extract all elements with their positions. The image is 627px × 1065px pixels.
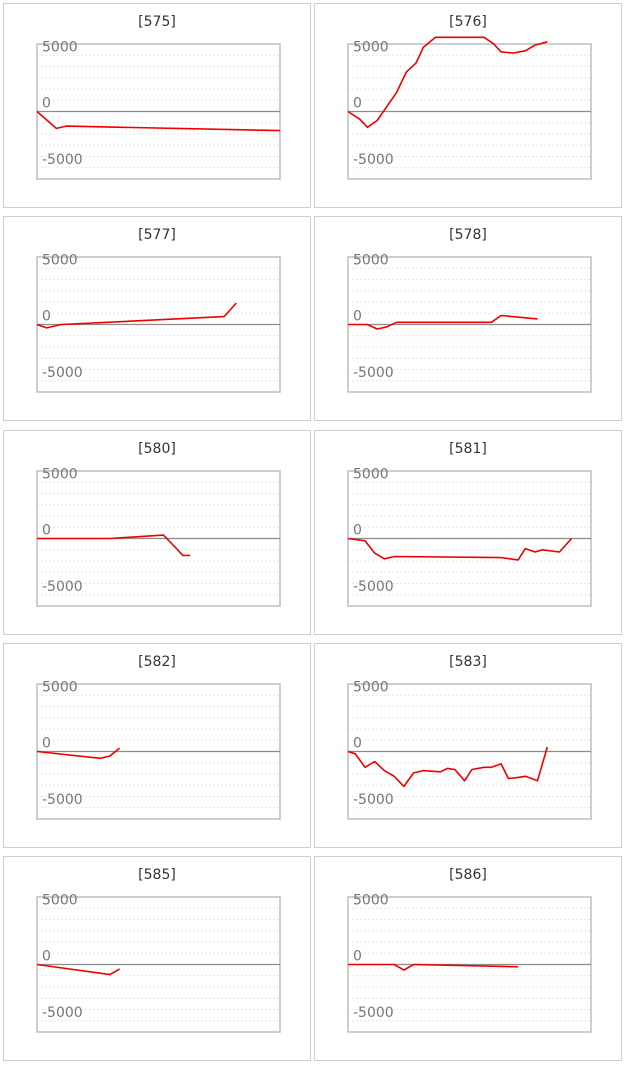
y-tick-label: 5000: [353, 253, 389, 269]
y-tick-label: 0: [353, 309, 362, 325]
chart-panel: [578] 5000 0 -5000: [314, 216, 622, 422]
chart-panel: [583] 5000 0 -5000: [314, 642, 622, 848]
chart-title: [577]: [138, 227, 176, 244]
series-line: [37, 533, 191, 556]
y-tick-label: 0: [353, 949, 362, 965]
y-tick-label: 5000: [42, 39, 78, 55]
y-tick-label: 5000: [42, 892, 78, 908]
y-tick-label: 5000: [42, 679, 78, 695]
y-tick-label: 0: [42, 96, 51, 112]
y-tick-label: 5000: [353, 466, 389, 482]
chart-panel: [586] 5000 0 -5000: [314, 856, 622, 1062]
chart-title: [580]: [138, 440, 176, 457]
chart-plot: 5000 0 -5000: [36, 466, 281, 607]
y-tick-label: 0: [353, 735, 362, 751]
y-tick-label: -5000: [353, 152, 394, 168]
chart-plot: 5000 0 -5000: [347, 679, 592, 820]
y-tick-label: -5000: [353, 792, 394, 808]
series-line: [36, 963, 120, 976]
series-line: [347, 36, 548, 129]
y-tick-label: -5000: [42, 365, 83, 381]
series-line: [36, 747, 121, 759]
chart-title: [576]: [449, 14, 487, 30]
chart-plot: 5000 0 -5000: [347, 892, 592, 1033]
chart-plot: 5000 0 -5000: [36, 892, 281, 1033]
chart-plot: 5000 0 -5000: [347, 36, 592, 180]
y-tick-label: -5000: [353, 365, 394, 381]
y-tick-label: 5000: [42, 466, 78, 482]
y-tick-label: 0: [42, 949, 51, 965]
chart-title: [581]: [449, 440, 487, 457]
y-tick-label: -5000: [353, 1005, 394, 1021]
chart-title: [586]: [449, 867, 487, 884]
chart-title: [585]: [138, 867, 176, 884]
chart-title: [575]: [138, 14, 176, 30]
series-line: [348, 314, 538, 331]
y-tick-label: -5000: [42, 152, 83, 168]
y-tick-label: 0: [353, 96, 362, 112]
chart-plot: 5000 0 -5000: [36, 253, 281, 394]
chart-panel: [581] 5000 0 -5000: [314, 429, 622, 635]
chart-plot: 5000 0 -5000: [347, 253, 592, 394]
y-tick-label: 0: [42, 735, 51, 751]
chart-panel: [580] 5000 0 -5000: [3, 429, 311, 635]
series-line: [348, 963, 519, 972]
y-tick-label: 5000: [353, 679, 389, 695]
series-line: [36, 110, 281, 132]
series-line: [347, 746, 549, 788]
chart-panel: [576] 5000 0 -5000: [314, 3, 622, 208]
series-line: [36, 302, 237, 329]
chart-plot: 5000 0 -5000: [36, 679, 281, 820]
y-tick-label: 5000: [353, 892, 389, 908]
y-tick-label: -5000: [42, 792, 83, 808]
chart-title: [578]: [449, 227, 487, 244]
y-tick-label: -5000: [42, 1005, 83, 1021]
chart-title: [582]: [138, 653, 176, 670]
y-tick-label: 0: [42, 522, 51, 538]
y-tick-label: -5000: [353, 578, 394, 594]
y-tick-label: 5000: [353, 39, 389, 55]
chart-panel: [577] 5000 0 -5000: [3, 216, 311, 422]
chart-title: [583]: [449, 653, 487, 670]
chart-plot: 5000 0 -5000: [36, 39, 281, 180]
y-tick-label: 0: [42, 309, 51, 325]
y-tick-label: 5000: [42, 253, 78, 269]
y-tick-label: 0: [353, 522, 362, 538]
y-tick-label: -5000: [42, 578, 83, 594]
series-line: [347, 537, 573, 561]
chart-plot: 5000 0 -5000: [347, 466, 592, 607]
chart-panel: [585] 5000 0 -5000: [3, 856, 311, 1062]
chart-panel: [575] 5000 0 -5000: [3, 3, 311, 208]
chart-panel: [582] 5000 0 -5000: [3, 642, 311, 848]
